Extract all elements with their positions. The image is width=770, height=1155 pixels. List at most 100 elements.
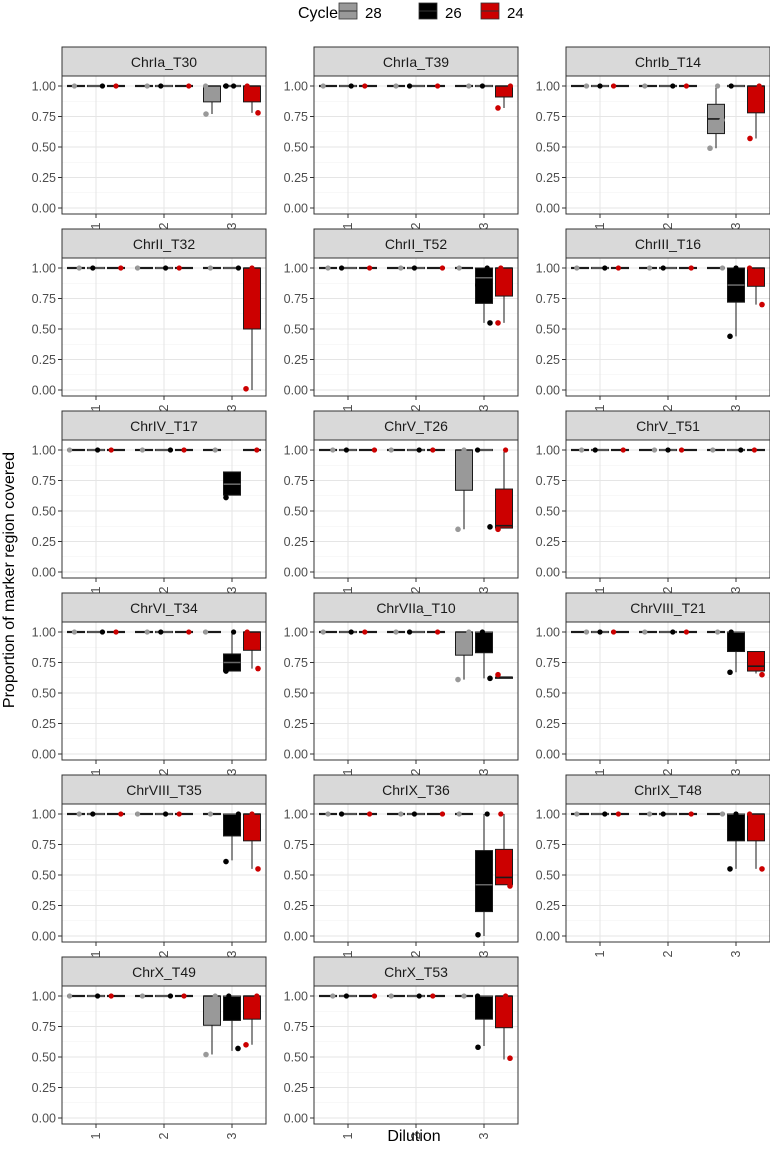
y-tick-label: 0.00: [284, 748, 308, 762]
point-2-26: [660, 811, 666, 817]
point-3-26: [235, 811, 241, 817]
outlier-3-26: [223, 858, 229, 865]
point-1-26: [95, 447, 101, 453]
point-2-28: [388, 447, 394, 453]
panel-ChrVIII_T21: ChrVIII_T21 0.00 0.25 0.50 0.75 1.00 1 2 3: [536, 592, 770, 775]
point-2-26: [416, 993, 422, 999]
y-tick-label: 1.00: [32, 262, 56, 276]
panel-border: [313, 439, 519, 579]
point-2-28: [144, 629, 150, 635]
outlier-3-24: [243, 1042, 249, 1048]
point-2-24: [439, 811, 445, 817]
y-tick-label: 0.75: [32, 838, 56, 852]
x-tick-label: 3: [225, 586, 239, 593]
point-3-28: [466, 83, 472, 89]
point-3-26: [226, 993, 232, 999]
outlier-3-24: [759, 301, 765, 308]
point-3-28: [710, 447, 716, 453]
y-tick-label: 0.75: [284, 474, 308, 488]
panel-ChrVI_T34: ChrVI_T34 0.00 0.25 0.50 0.75 1.00 1 2 3: [32, 592, 267, 775]
y-tick-label: 0.25: [536, 535, 560, 549]
panel-title: ChrVIII_T35: [126, 782, 202, 798]
y-tick-label: 0.75: [536, 110, 560, 124]
outlier-3-24: [759, 866, 765, 872]
outlier-3-24: [255, 665, 261, 672]
point-2-28: [642, 629, 648, 635]
point-3-26: [475, 993, 481, 999]
y-tick-label: 0.75: [536, 656, 560, 670]
point-2-24: [181, 447, 187, 453]
panel-title: ChrX_T49: [132, 964, 196, 980]
point-3-26: [231, 83, 237, 89]
point-2-24: [683, 629, 690, 635]
panel-ChrVIIa_T10: ChrVIIa_T10 0.00 0.25 0.50 0.75 1.00 1 2 3: [284, 592, 519, 775]
panel-strip: [313, 46, 519, 77]
point-2-28: [393, 629, 399, 635]
point-2-28: [642, 83, 648, 89]
point-1-24: [113, 629, 119, 635]
legend-label-24: 24: [507, 5, 524, 22]
point-2-26: [158, 629, 164, 635]
point-2-26: [670, 629, 676, 635]
point-1-28: [574, 811, 580, 817]
y-tick-label: 0.00: [536, 566, 560, 580]
point-1-24: [371, 993, 377, 999]
x-tick-label: 1: [341, 768, 355, 775]
y-tick-label: 0.25: [284, 1081, 308, 1095]
legend: Cycle 28 26 24: [298, 2, 524, 22]
panel-title: ChrIX_T48: [634, 782, 702, 798]
point-3-26: [484, 265, 490, 271]
point-2-26: [416, 447, 422, 453]
x-tick-label: 2: [409, 222, 423, 229]
point-1-26: [343, 447, 349, 453]
box-3-24: [243, 267, 261, 330]
y-tick-label: 0.25: [32, 353, 56, 367]
y-tick-label: 0.25: [32, 535, 56, 549]
point-1-26: [343, 993, 349, 999]
y-tick-label: 0.75: [284, 292, 308, 306]
point-1-24: [367, 811, 373, 817]
y-tick-label: 0.25: [284, 899, 308, 913]
point-3-24: [503, 993, 509, 999]
outlier-3-24: [495, 671, 501, 678]
panel-strip: [313, 410, 519, 441]
point-1-28: [320, 629, 326, 635]
point-2-28: [135, 811, 141, 817]
outlier-3-28: [203, 1051, 209, 1058]
point-2-24: [176, 265, 182, 271]
point-3-24: [254, 993, 260, 999]
box-3-24: [747, 85, 765, 114]
panel-ChrIa_T39: ChrIa_T39 0.00 0.25 0.50 0.75 1.00 1 2 3: [284, 46, 519, 229]
point-2-28: [139, 447, 145, 453]
y-tick-label: 0.00: [536, 384, 560, 398]
point-3-26: [235, 265, 241, 271]
x-tick-label: 3: [729, 222, 743, 229]
x-tick-label: 3: [225, 950, 239, 957]
panel-border: [313, 803, 519, 943]
point-2-28: [647, 811, 653, 817]
outlier-3-24: [495, 105, 501, 111]
point-1-28: [325, 811, 331, 817]
y-tick-label: 0.75: [32, 656, 56, 670]
panel-ChrV_T26: ChrV_T26 0.00 0.25 0.50 0.75 1.00 1 2 3: [284, 410, 519, 593]
point-3-28: [719, 811, 726, 817]
point-2-26: [167, 993, 173, 999]
panel-strip: [565, 774, 770, 805]
point-3-24: [498, 265, 504, 271]
point-3-24: [254, 447, 260, 453]
y-tick-label: 1.00: [284, 444, 308, 458]
panel-ChrIX_T48: ChrIX_T48 0.00 0.25 0.50 0.75 1.00 1 2 3: [536, 774, 770, 957]
point-1-26: [99, 629, 105, 635]
point-3-28: [456, 265, 462, 271]
point-2-26: [660, 265, 666, 271]
point-3-26: [733, 265, 739, 271]
y-tick-label: 1.00: [284, 262, 308, 276]
point-1-24: [611, 629, 617, 635]
box-3-26: [727, 631, 745, 653]
y-tick-label: 0.25: [284, 353, 308, 367]
point-1-26: [339, 265, 345, 271]
y-tick-label: 0.00: [284, 202, 308, 216]
point-3-26: [733, 811, 739, 817]
point-2-28: [393, 83, 399, 89]
panel-ChrIX_T36: ChrIX_T36 0.00 0.25 0.50 0.75 1.00 1 2 3: [284, 774, 519, 957]
